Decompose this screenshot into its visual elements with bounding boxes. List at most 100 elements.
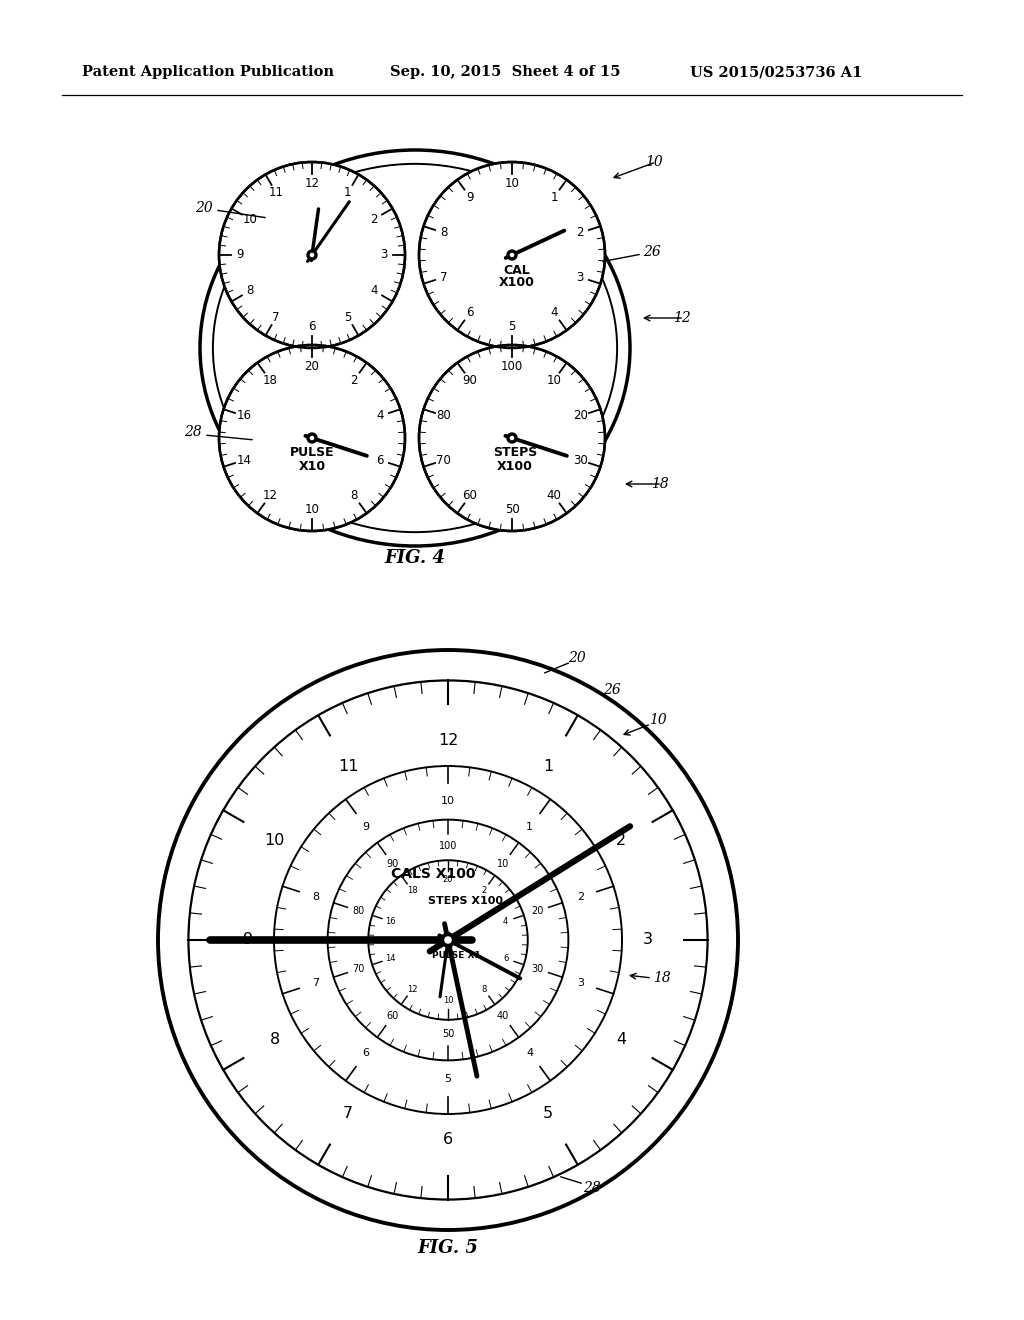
Text: X100: X100 [499,276,535,289]
Circle shape [307,249,317,260]
Text: 1: 1 [344,186,351,199]
Text: 60: 60 [463,490,477,503]
Text: 4: 4 [616,1032,626,1048]
Text: CALS X100: CALS X100 [391,867,475,880]
Text: 6: 6 [362,1048,370,1057]
Text: 70: 70 [436,454,452,467]
Circle shape [441,933,455,946]
Text: 10: 10 [497,859,509,869]
Text: 80: 80 [352,906,365,916]
Text: 20: 20 [304,360,319,372]
Text: 1: 1 [550,190,558,203]
Text: 2: 2 [577,226,584,239]
Text: 10: 10 [441,796,455,805]
Text: 16: 16 [237,409,252,422]
Text: STEPS: STEPS [493,446,538,459]
Text: 3: 3 [577,271,584,284]
Text: 14: 14 [237,454,252,467]
Text: Sep. 10, 2015  Sheet 4 of 15: Sep. 10, 2015 Sheet 4 of 15 [390,65,621,79]
Text: 10: 10 [265,833,285,847]
Circle shape [509,436,515,441]
Text: 30: 30 [572,454,588,467]
Text: 12: 12 [408,985,418,994]
Text: 12: 12 [262,490,278,503]
Text: 9: 9 [243,932,253,948]
Text: 100: 100 [501,360,523,372]
Text: 28: 28 [583,1181,601,1195]
Circle shape [419,345,605,531]
Text: 12: 12 [673,312,691,325]
Text: 8: 8 [247,284,254,297]
Text: 20: 20 [196,201,213,215]
Text: PULSE: PULSE [290,446,334,459]
Text: 28: 28 [184,425,202,440]
Text: 8: 8 [440,226,447,239]
Text: 6: 6 [443,1133,453,1147]
Text: 2: 2 [350,374,357,387]
Text: 100: 100 [439,841,457,851]
Text: 20: 20 [442,875,454,884]
Text: 4: 4 [550,306,558,319]
Text: FIG. 4: FIG. 4 [385,549,445,568]
Text: X100: X100 [497,459,532,473]
Text: 50: 50 [505,503,519,516]
Text: 11: 11 [268,186,284,199]
Circle shape [158,649,738,1230]
Text: 11: 11 [338,759,358,775]
Circle shape [307,433,317,444]
Text: 10: 10 [649,713,667,727]
Circle shape [509,252,515,257]
Text: 9: 9 [362,822,370,833]
Text: 12: 12 [304,177,319,190]
Text: 9: 9 [237,248,244,261]
Text: 3: 3 [577,978,584,987]
Text: 20: 20 [572,409,588,422]
Text: 8: 8 [269,1032,280,1048]
Text: 20: 20 [531,906,544,916]
Text: 4: 4 [503,917,508,925]
Circle shape [219,345,406,531]
Text: 2: 2 [371,213,378,226]
Text: 80: 80 [436,409,452,422]
Text: 90: 90 [387,859,399,869]
Text: 10: 10 [243,213,257,226]
Text: 6: 6 [377,454,384,467]
Text: 7: 7 [312,978,319,987]
Text: 10: 10 [645,154,663,169]
Text: 50: 50 [441,1028,455,1039]
Text: 2: 2 [481,887,486,895]
Text: 1: 1 [526,822,534,833]
Text: 2: 2 [616,833,626,847]
Circle shape [507,433,517,444]
Text: 16: 16 [385,917,395,925]
Text: 40: 40 [497,1011,509,1020]
Text: 8: 8 [350,490,357,503]
Text: 5: 5 [508,321,516,333]
Text: 12: 12 [438,733,458,747]
Text: 6: 6 [466,306,474,319]
Text: 20: 20 [568,651,586,665]
Text: 70: 70 [352,964,365,974]
Text: 8: 8 [481,985,486,994]
Text: 5: 5 [344,310,351,323]
Text: 90: 90 [463,374,477,387]
Text: 60: 60 [387,1011,399,1020]
Text: 7: 7 [440,271,447,284]
Text: 30: 30 [531,964,544,974]
Text: 3: 3 [643,932,653,948]
Text: 40: 40 [547,490,561,503]
Text: 26: 26 [603,682,621,697]
Circle shape [309,252,315,257]
Text: 7: 7 [272,310,280,323]
Text: 6: 6 [308,321,315,333]
Text: Patent Application Publication: Patent Application Publication [82,65,334,79]
Text: 14: 14 [385,954,395,964]
Text: 10: 10 [304,503,319,516]
Text: PULSE X1: PULSE X1 [432,952,480,961]
Text: 5: 5 [543,1106,553,1121]
Text: 4: 4 [377,409,384,422]
Text: FIG. 5: FIG. 5 [418,1239,478,1257]
Text: 18: 18 [653,972,671,985]
Text: X10: X10 [298,459,326,473]
Text: 2: 2 [577,892,584,902]
